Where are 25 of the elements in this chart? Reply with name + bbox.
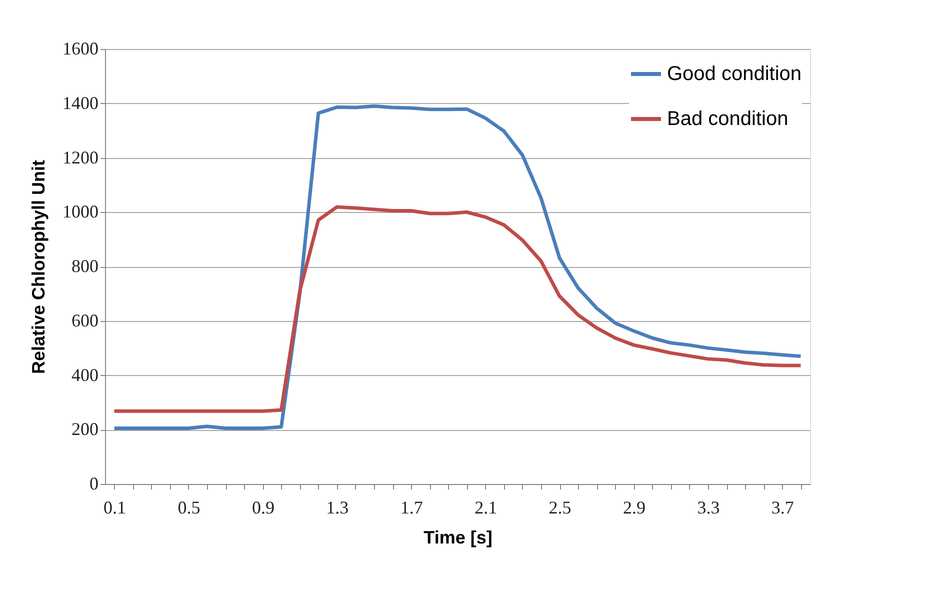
x-tick-label: 3.7	[771, 498, 794, 518]
y-tick-label: 1600	[62, 38, 98, 58]
x-tick-label: 2.1	[474, 498, 498, 518]
x-tick-label: 3.3	[697, 498, 720, 518]
x-tick-label: 1.3	[326, 498, 349, 518]
y-tick-label: 200	[72, 419, 98, 440]
y-tick-label: 600	[72, 310, 98, 330]
x-tick-label: 0.9	[252, 498, 274, 518]
y-tick-label: 0	[90, 474, 98, 494]
y-tick-label: 1400	[62, 92, 98, 113]
x-axis-title: Time [s]	[424, 528, 492, 548]
y-tick-label: 800	[72, 256, 98, 276]
x-tick-label: 0.5	[178, 498, 200, 518]
x-tick-label: 0.1	[104, 498, 126, 518]
x-tick-label: 2.9	[623, 498, 646, 518]
x-tick-label: 1.7	[400, 498, 423, 518]
y-tick-label: 1000	[62, 202, 98, 222]
legend-label: Bad condition	[667, 108, 788, 130]
y-axis-title: Relative Chlorophyll Unit	[28, 160, 48, 374]
x-tick-label: 2.5	[548, 498, 572, 518]
legend-label: Good condition	[667, 63, 802, 85]
y-tick-label: 1200	[62, 147, 98, 168]
line-series	[112, 104, 802, 430]
line-series	[112, 205, 802, 413]
y-tick-label: 400	[72, 364, 98, 385]
